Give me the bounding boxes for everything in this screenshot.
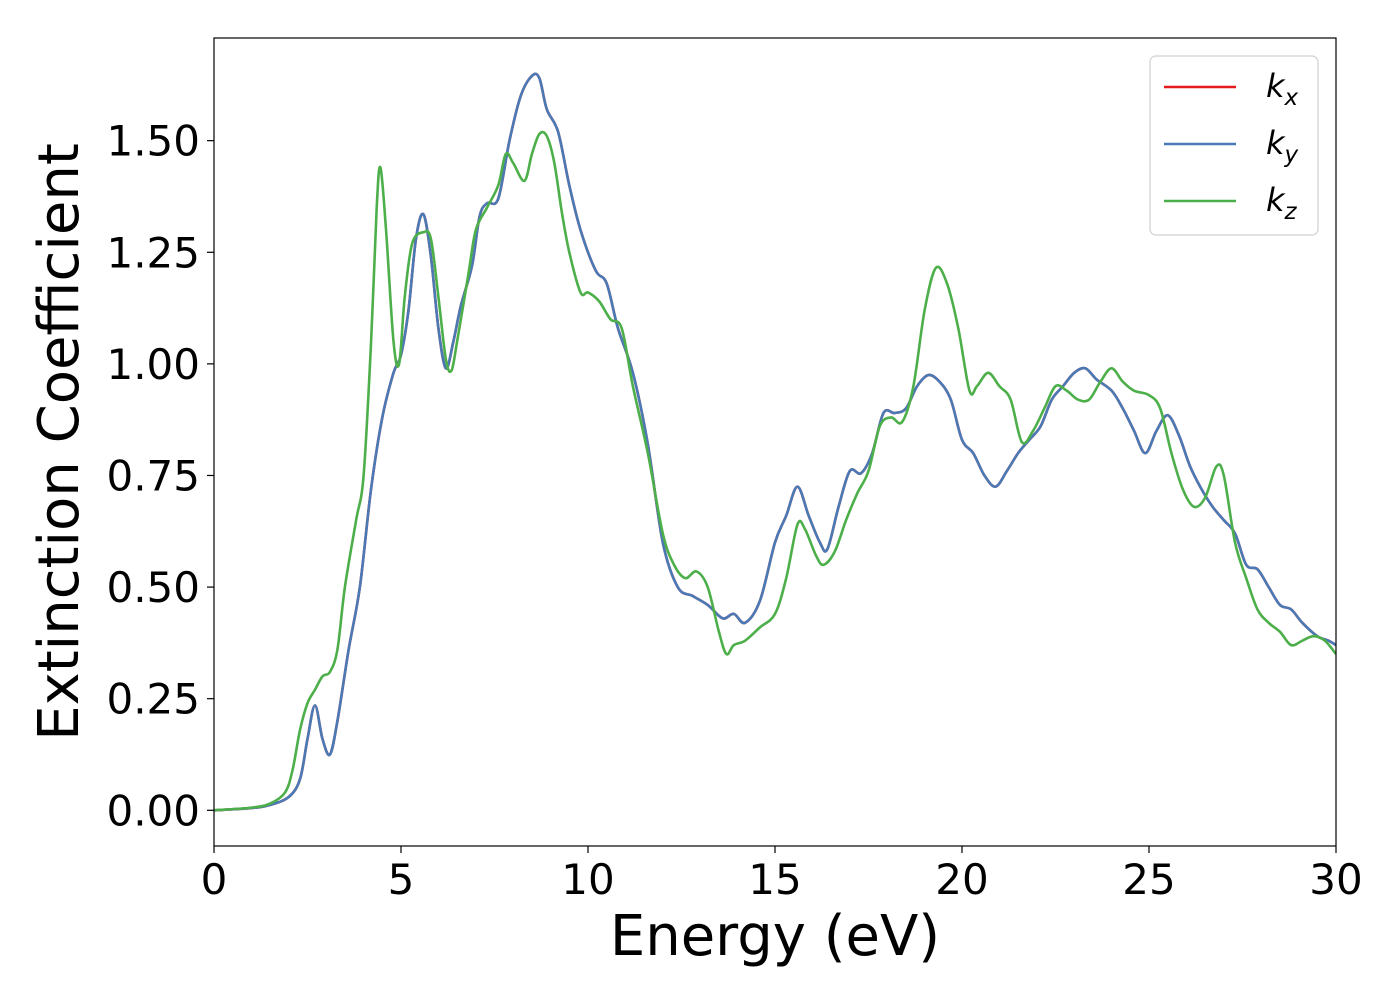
y-axis-label: Extinction Coefficient [27,143,92,741]
legend-box [1149,55,1319,236]
legend-label-kx: kx [1266,67,1299,111]
y-tick-label: 0.25 [106,675,200,724]
legend-label-kz: kz [1266,181,1298,225]
y-tick-label: 0.50 [106,563,200,612]
series-line-ky [214,72,1336,812]
x-tick-label: 25 [1122,855,1175,904]
legend-label-ky: ky [1266,124,1299,168]
y-tick-label: 0.00 [106,786,200,835]
y-axis-ticks: 0.00 0.25 0.50 0.75 1.00 1.25 1.50 [106,117,214,835]
x-axis-label: Energy (eV) [610,904,940,969]
y-tick-label: 1.50 [106,117,200,166]
x-tick-label: 30 [1309,855,1362,904]
x-tick-label: 10 [561,855,614,904]
y-tick-label: 1.25 [106,228,200,277]
x-tick-label: 0 [201,855,228,904]
series-layer [214,72,1336,812]
x-tick-label: 5 [388,855,415,904]
y-tick-label: 0.75 [106,451,200,500]
x-axis-ticks: 0 5 10 15 20 25 30 [201,846,1363,904]
x-tick-label: 20 [935,855,988,904]
x-tick-label: 15 [748,855,801,904]
legend: kx ky kz [1149,55,1319,236]
y-tick-label: 1.00 [106,340,200,389]
series-line-kz [214,130,1336,812]
